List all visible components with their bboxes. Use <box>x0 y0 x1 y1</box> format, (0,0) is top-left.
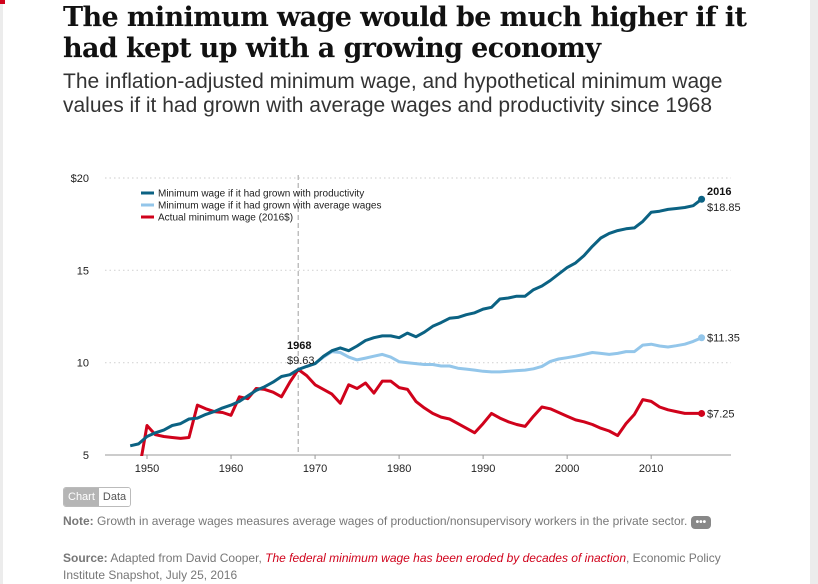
annotation-actual-wage-value: $7.25 <box>707 408 735 420</box>
chart-title: The minimum wage would be much higher if… <box>63 2 747 64</box>
x-tick-label: 2010 <box>639 463 663 475</box>
y-tick-label: 15 <box>77 265 89 277</box>
x-tick-label: 1970 <box>303 463 327 475</box>
series-end-point-0 <box>698 195 706 203</box>
data-tab[interactable]: Data <box>98 488 131 506</box>
source-label: Source: <box>63 551 108 565</box>
series-line-2 <box>140 368 702 456</box>
annotation-2016-year: 2016 <box>707 186 731 198</box>
y-tick-label: 10 <box>77 358 89 370</box>
chart-note: Note: Growth in average wages measures a… <box>63 513 743 530</box>
y-tick-label: 5 <box>83 450 89 462</box>
x-tick-label: 1990 <box>471 463 495 475</box>
more-button[interactable]: ••• <box>690 516 712 529</box>
annotation-average-wage-value: $11.35 <box>707 333 740 345</box>
legend-label-2: Actual minimum wage (2016$) <box>158 213 293 224</box>
series-end-point-2 <box>698 409 706 417</box>
annotation-1968-year: 1968 <box>287 340 311 352</box>
series-line-1 <box>297 336 703 374</box>
series-line-0 <box>129 198 703 448</box>
x-tick-label: 2000 <box>555 463 579 475</box>
x-tick-label: 1950 <box>135 463 159 475</box>
annotation-productivity-value: $18.85 <box>707 202 741 214</box>
y-tick-label: $20 <box>71 173 89 185</box>
annotation-1968-value: $9.63 <box>287 355 315 367</box>
left-border <box>0 0 3 584</box>
view-toggle: Chart Data <box>63 487 132 507</box>
chart-subtitle: The inflation-adjusted minimum wage, and… <box>63 70 723 117</box>
right-border <box>810 0 818 584</box>
source-suffix: , Economic Policy Institute Snapshot, Ju… <box>63 551 721 582</box>
legend-label-1: Minimum wage if it had grown with averag… <box>158 201 381 212</box>
series-end-point-1 <box>698 334 706 342</box>
x-tick-label: 1960 <box>219 463 243 475</box>
source-link[interactable]: The federal minimum wage has been eroded… <box>265 551 627 565</box>
note-label: Note: <box>63 514 94 528</box>
x-tick-label: 1980 <box>387 463 411 475</box>
brand-mark <box>0 0 5 4</box>
chart-source: Source: Adapted from David Cooper, The f… <box>63 550 753 584</box>
legend-label-0: Minimum wage if it had grown with produc… <box>158 189 364 200</box>
note-text: Growth in average wages measures average… <box>97 514 688 528</box>
source-prefix: Adapted from David Cooper, <box>110 551 266 565</box>
chart-tab[interactable]: Chart <box>64 488 99 506</box>
